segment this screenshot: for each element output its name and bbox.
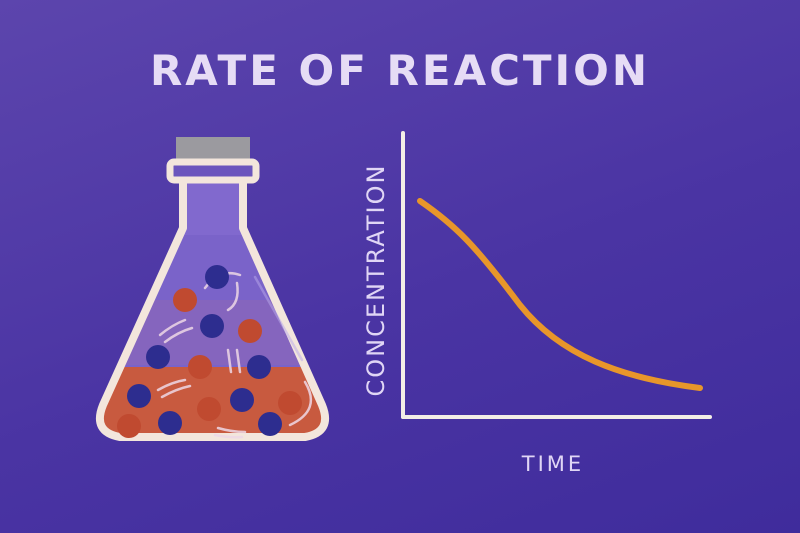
concentration-curve — [417, 198, 703, 391]
particles — [117, 265, 302, 438]
y-axis-label: CONCENTRATION — [362, 163, 390, 397]
concentration-time-graph — [401, 131, 712, 419]
x-axis-label: TIME — [521, 452, 585, 476]
title: RATE OF REACTION — [149, 46, 651, 95]
flask-icon — [95, 137, 330, 441]
